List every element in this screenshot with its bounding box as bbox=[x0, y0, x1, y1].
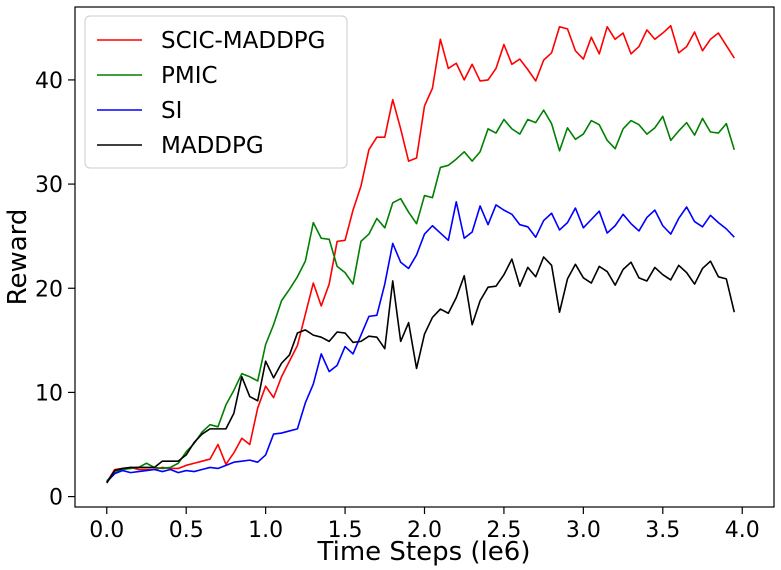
y-tick-label: 40 bbox=[35, 69, 63, 94]
x-tick-label: 0.0 bbox=[89, 518, 124, 543]
y-tick-label: 30 bbox=[35, 173, 63, 198]
x-tick-label: 2.0 bbox=[407, 518, 442, 543]
x-axis-ticks: 0.0 0.5 1.0 1.5 2.0 2.5 3.0 3.5 4.0 bbox=[89, 507, 760, 543]
x-tick-label: 0.5 bbox=[169, 518, 204, 543]
legend-label: SCIC-MADDPG bbox=[161, 28, 326, 54]
series-line-maddpg bbox=[106, 256, 736, 484]
legend-label: PMIC bbox=[161, 63, 218, 89]
y-tick-label: 0 bbox=[49, 486, 63, 511]
x-axis-label: Time Steps (le6) bbox=[317, 537, 531, 567]
series-line-pmic bbox=[106, 109, 736, 482]
series-line-si bbox=[106, 200, 735, 483]
series-layer bbox=[106, 24, 736, 484]
x-tick-label: 1.5 bbox=[328, 518, 363, 543]
x-tick-label: 3.0 bbox=[566, 518, 601, 543]
x-tick-label: 4.0 bbox=[725, 518, 760, 543]
y-tick-label: 20 bbox=[35, 277, 63, 302]
x-tick-label: 3.5 bbox=[645, 518, 680, 543]
x-tick-label: 2.5 bbox=[486, 518, 521, 543]
y-tick-label: 10 bbox=[35, 381, 63, 406]
y-axis-ticks: 0 10 20 30 40 bbox=[35, 69, 75, 511]
legend-box bbox=[84, 15, 348, 169]
legend: SCIC-MADDPG PMIC SI MADDPG bbox=[84, 15, 348, 169]
legend-label: SI bbox=[161, 98, 182, 124]
legend-label: MADDPG bbox=[161, 133, 264, 159]
x-tick-label: 1.0 bbox=[248, 518, 283, 543]
series-line-scic-maddpg bbox=[106, 24, 735, 483]
y-axis-label: Reward bbox=[3, 209, 33, 306]
